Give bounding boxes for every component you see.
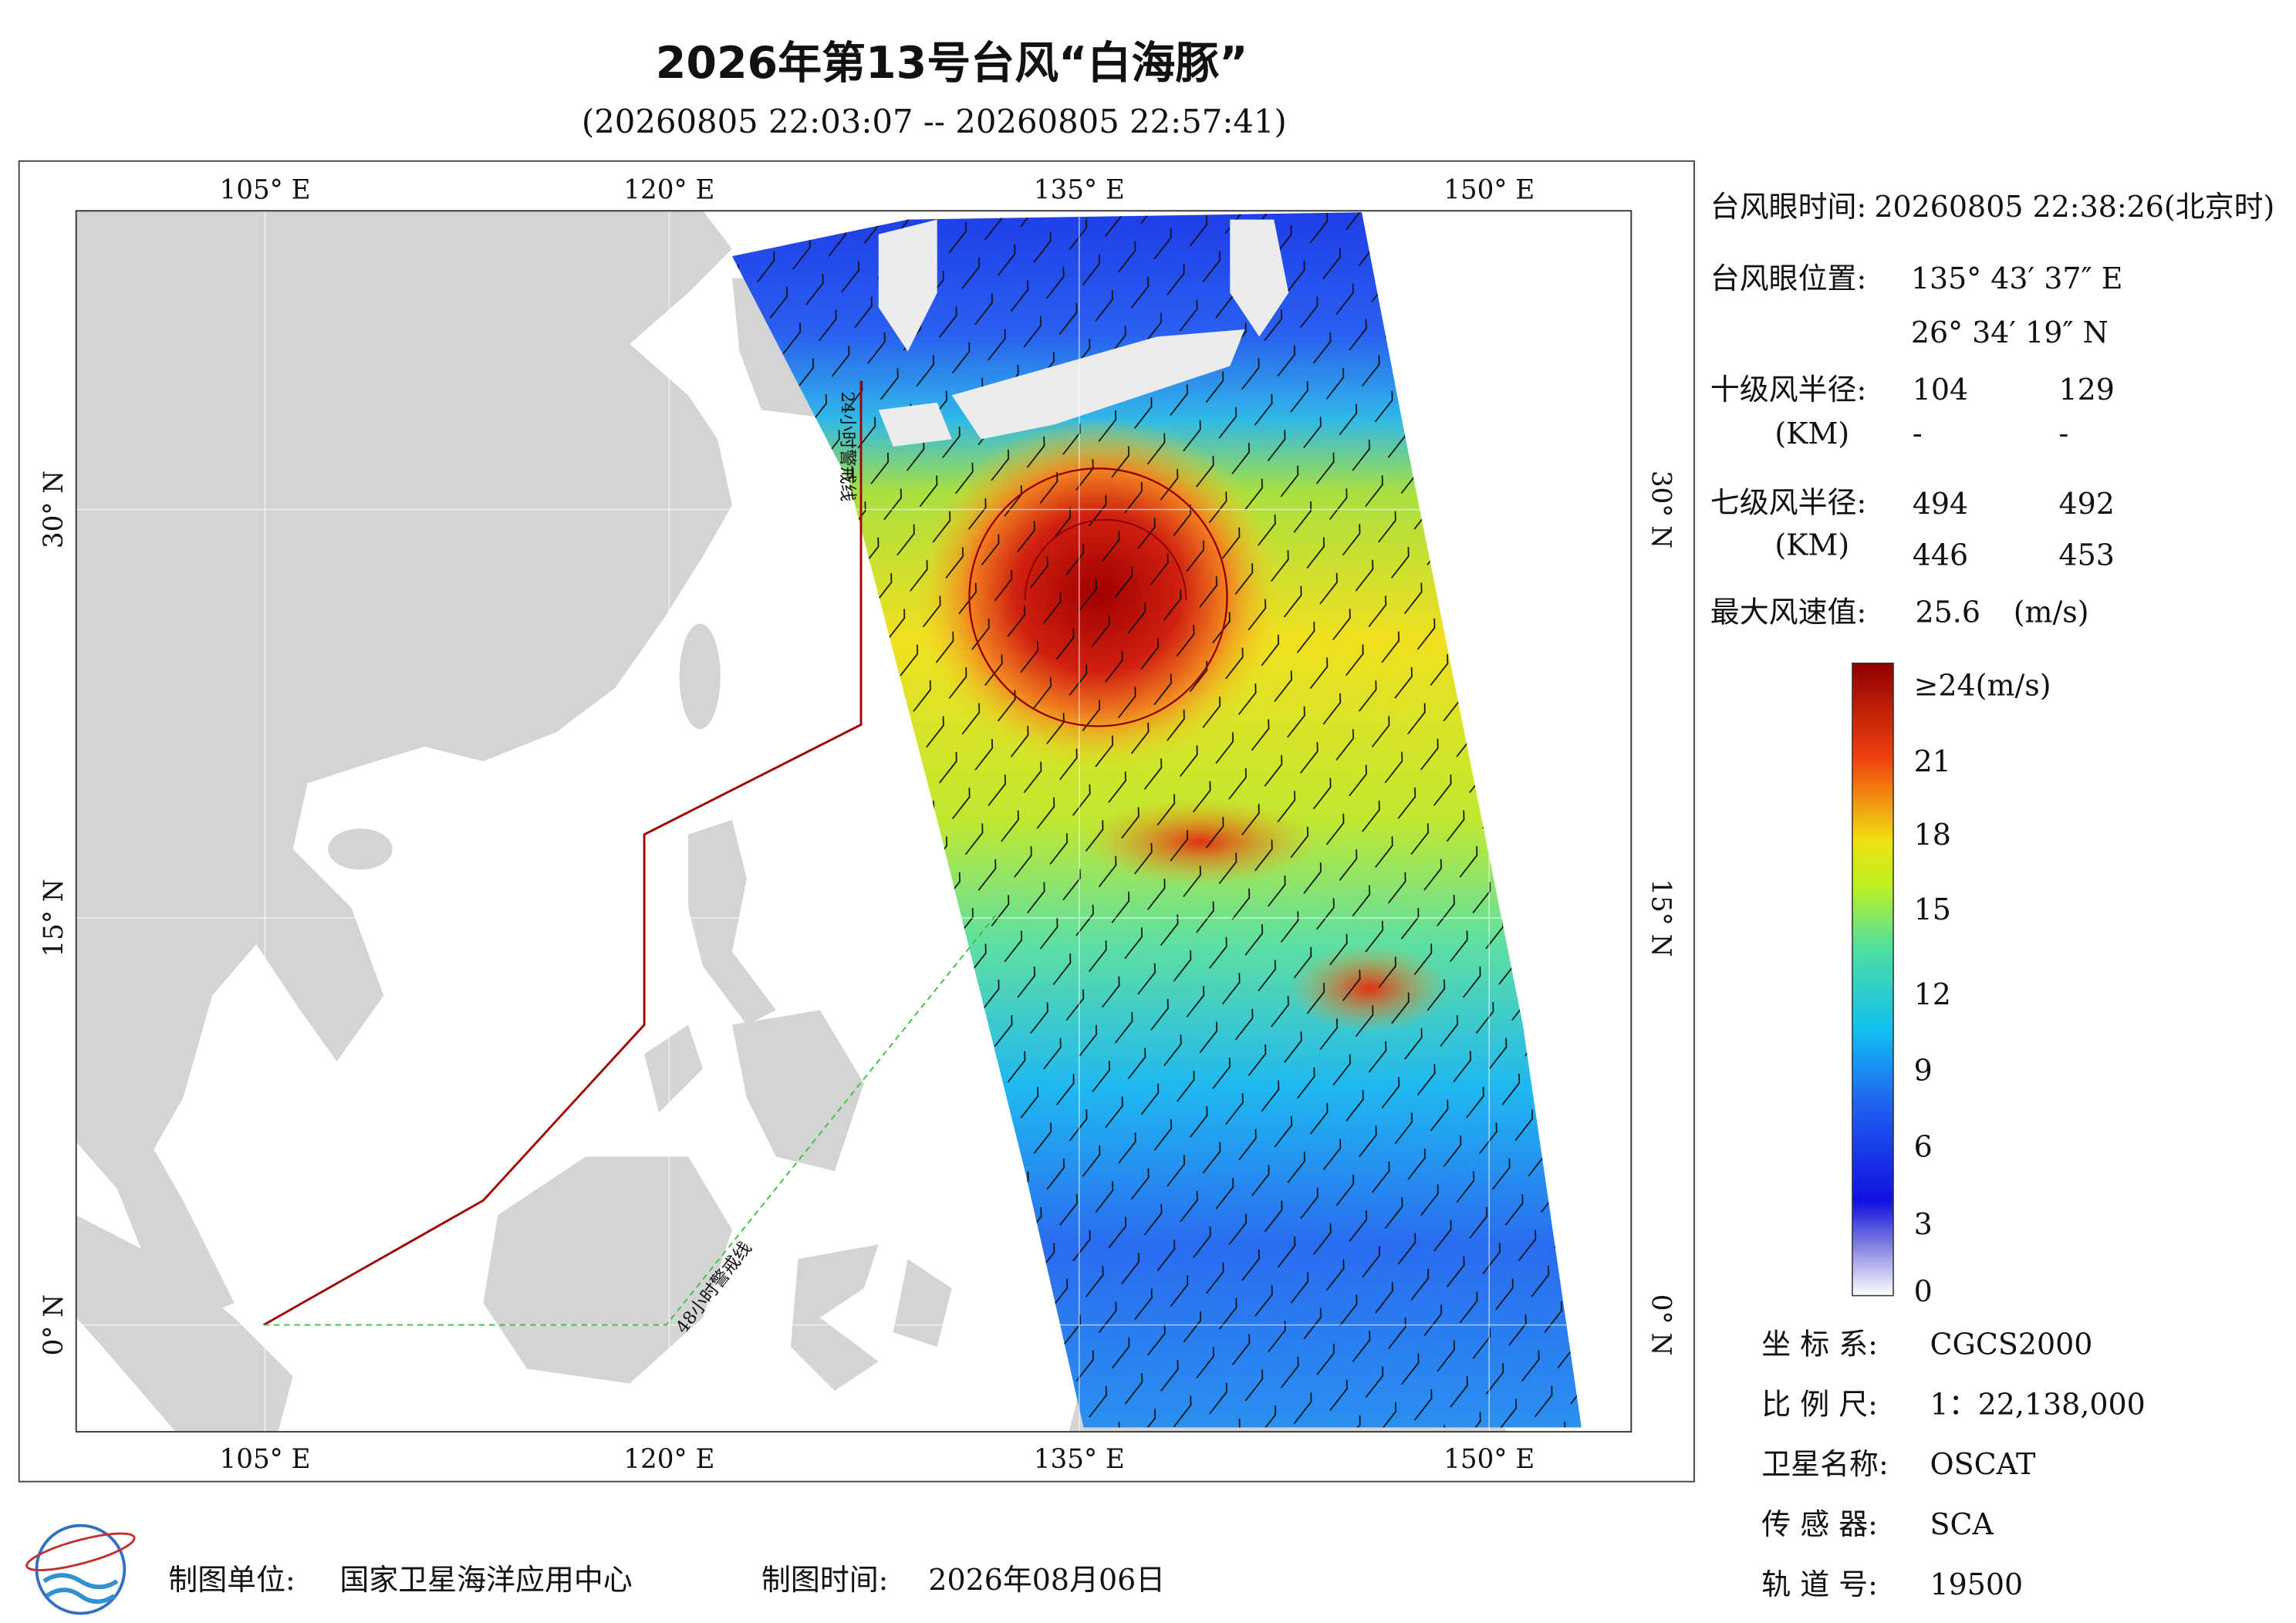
- bottom-lon-label: 120° E: [623, 1444, 714, 1475]
- metadata-value: CGCS2000: [1930, 1328, 2093, 1361]
- r7-value: 446: [1913, 538, 1968, 572]
- metadata-value: OSCAT: [1930, 1447, 2036, 1481]
- max-wind-unit: (m/s): [2014, 596, 2089, 629]
- r10-value: 104: [1913, 373, 1968, 407]
- metadata-label: 比 例 尺:: [1761, 1387, 1878, 1421]
- eye-position-label: 台风眼位置:: [1710, 262, 1866, 295]
- top-lon-label: 135° E: [1034, 175, 1125, 206]
- map-frame: [18, 160, 1695, 1483]
- japan: [878, 219, 1289, 447]
- eye-time-value: 20260805 22:38:26(北京时): [1874, 190, 2274, 224]
- map: 24小时警戒线 48小时警戒线: [76, 211, 1632, 1432]
- r10-value: 129: [2059, 373, 2115, 407]
- max-wind-label: 最大风速值:: [1710, 596, 1866, 629]
- colorbar-label: 15: [1914, 892, 1951, 926]
- warning-24h-label: 24小时警戒线: [837, 391, 857, 501]
- metadata-value: 19500: [1930, 1567, 2024, 1601]
- top-lon-label: 150° E: [1443, 175, 1535, 206]
- r10-unit: (KM): [1774, 417, 1849, 450]
- info-panel: 台风眼时间: 20260805 22:38:26(北京时) 台风眼位置: 135…: [1710, 190, 2275, 629]
- eye-time-label: 台风眼时间:: [1710, 190, 1866, 224]
- metadata: 坐 标 系: CGCS2000 比 例 尺: 1：22,138,000 卫星名称: OSC…: [1761, 1328, 2146, 1601]
- wind-barbs: [731, 212, 1582, 1428]
- r7-unit: (KM): [1774, 528, 1849, 562]
- colorbar-labels: ≥24(m/s) 21 18 15 12 9 6 3 0: [1914, 669, 2051, 1309]
- r7-label: 七级风半径:: [1710, 485, 1866, 519]
- eye-lat: 26° 34′ 19″ N: [1911, 315, 2109, 349]
- time-label: 制图时间:: [761, 1563, 889, 1597]
- land: [76, 211, 1508, 1432]
- r10-arc: [1024, 518, 1187, 601]
- right-lat-label: 30° N: [1645, 471, 1676, 548]
- unit-label: 制图单位:: [168, 1563, 295, 1597]
- max-wind-value: 25.6: [1916, 596, 1980, 629]
- title: 2026年第13号台风“白海豚”: [656, 38, 1248, 89]
- metadata-label: 轨 道 号:: [1761, 1567, 1878, 1601]
- bottom-lon-label: 135° E: [1034, 1444, 1125, 1475]
- r10-value: -: [2059, 417, 2069, 450]
- unit-value: 国家卫星海洋应用中心: [339, 1563, 632, 1597]
- right-lat-label: 15° N: [1645, 879, 1676, 957]
- colorbar-label: ≥24(m/s): [1914, 669, 2051, 703]
- left-lat-label: 30° N: [39, 471, 69, 548]
- colorbar: [1852, 662, 1894, 1297]
- colorbar-label: 18: [1914, 818, 1951, 852]
- colorbar-label: 9: [1914, 1054, 1933, 1088]
- metadata-value: SCA: [1930, 1507, 1994, 1541]
- axis-ticks: 105° E 120° E 135° E 150° E 105° E 120° E 135°…: [39, 175, 1676, 1475]
- map-border: [75, 210, 1633, 1433]
- r7-value: 492: [2059, 487, 2115, 521]
- right-lat-label: 0° N: [1645, 1294, 1676, 1356]
- time-value: 2026年08月06日: [928, 1563, 1165, 1597]
- bottom-lon-label: 150° E: [1443, 1444, 1535, 1475]
- footer: 制图单位: 国家卫星海洋应用中心 制图时间: 2026年08月06日: [168, 1563, 1165, 1597]
- metadata-value: 1：22,138,000: [1930, 1387, 2146, 1421]
- r10-label: 十级风半径:: [1710, 373, 1866, 407]
- metadata-label: 卫星名称:: [1761, 1447, 1889, 1481]
- colorbar-label: 21: [1914, 744, 1951, 778]
- warning-line-24h: [262, 380, 863, 1326]
- warning-line-48h: [263, 914, 997, 1326]
- r7-value: 453: [2059, 538, 2115, 572]
- left-lat-label: 0° N: [39, 1294, 69, 1356]
- left-lat-label: 15° N: [39, 879, 69, 957]
- eye-lon: 135° 43′ 37″ E: [1911, 262, 2123, 295]
- metadata-label: 坐 标 系:: [1761, 1328, 1878, 1361]
- metadata-label: 传 感 器:: [1761, 1507, 1878, 1541]
- colorbar-label: 6: [1914, 1129, 1933, 1163]
- colorbar-label: 0: [1914, 1274, 1933, 1308]
- colorbar-label: 3: [1914, 1207, 1933, 1241]
- top-lon-label: 105° E: [219, 175, 310, 206]
- top-lon-label: 120° E: [623, 175, 714, 206]
- logo: [25, 1523, 136, 1615]
- bottom-lon-label: 105° E: [219, 1444, 310, 1475]
- subtitle: (20260805 22:03:07 -- 20260805 22:57:41): [582, 103, 1287, 140]
- colorbar-label: 12: [1914, 977, 1951, 1011]
- r7-value: 494: [1913, 487, 1968, 521]
- r10-value: -: [1913, 417, 1923, 450]
- r7-circle: [968, 467, 1228, 727]
